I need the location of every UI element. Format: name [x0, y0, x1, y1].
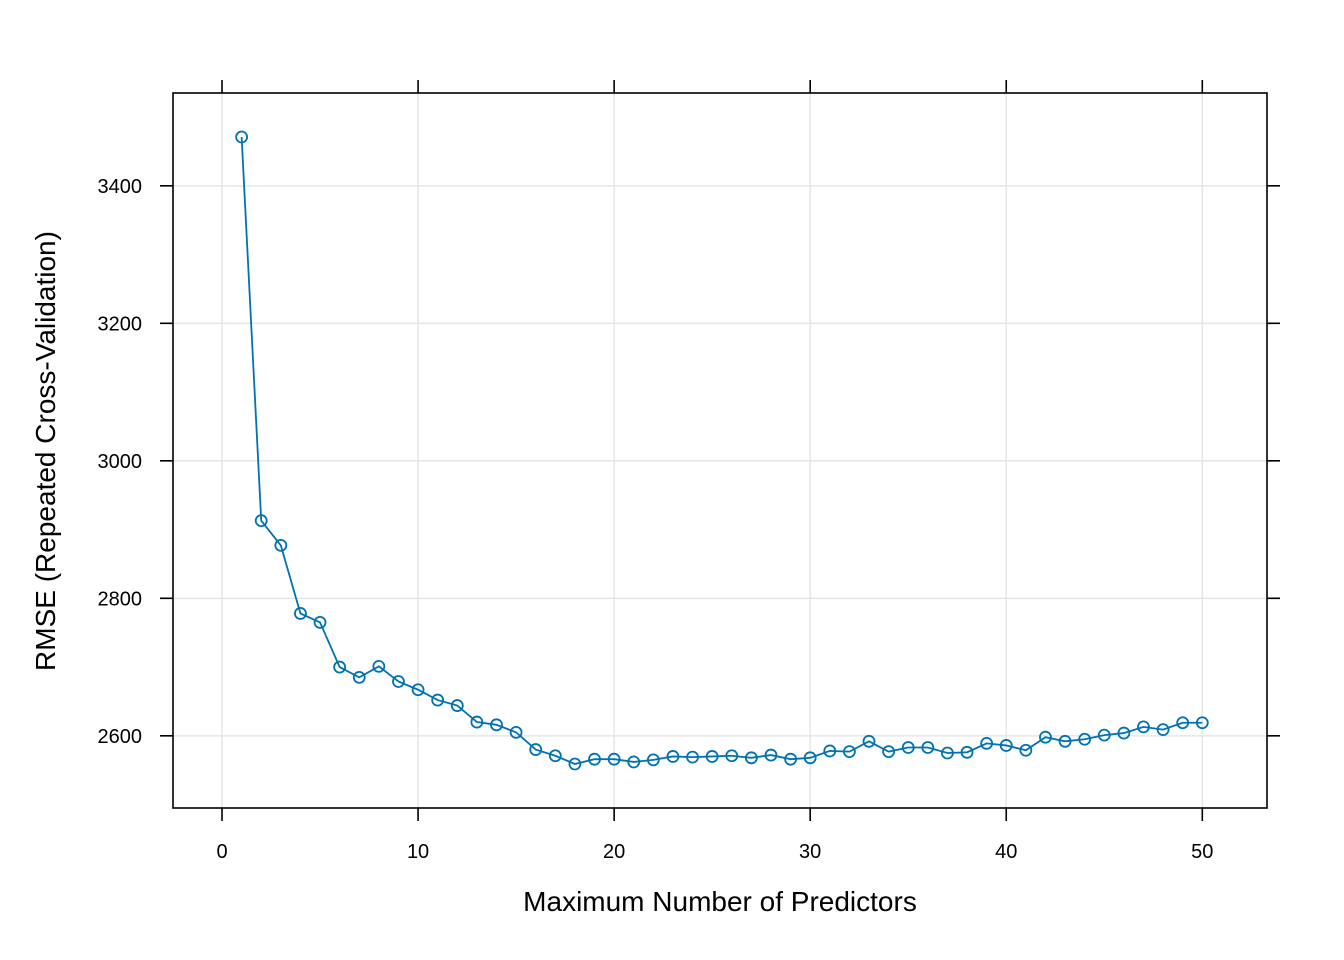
plot-frame — [172, 92, 1268, 809]
data-point — [823, 744, 837, 758]
data-point — [862, 734, 876, 748]
data-point — [1097, 728, 1111, 742]
data-series — [235, 130, 1209, 771]
x-tick-label: 20 — [603, 841, 625, 863]
x-tick-label: 10 — [407, 841, 429, 863]
data-point — [686, 750, 699, 764]
x-tick-label: 50 — [1191, 841, 1213, 863]
data-point — [1117, 726, 1131, 740]
axis-ticks: 0 10 20 30 40 50 2600 2800 3000 3200 3400 — [98, 80, 1280, 863]
data-point — [1176, 716, 1190, 730]
data-point — [803, 751, 817, 765]
grid-lines — [173, 93, 1267, 808]
data-point — [784, 752, 797, 766]
data-point — [1156, 723, 1170, 737]
data-point — [666, 750, 680, 763]
y-tick-label: 3200 — [98, 313, 143, 335]
data-point — [999, 739, 1013, 752]
data-point — [941, 746, 954, 760]
data-point — [882, 745, 896, 759]
data-point — [294, 607, 307, 620]
data-point — [960, 745, 974, 759]
data-point — [744, 751, 758, 765]
data-point — [1078, 732, 1092, 746]
data-point — [450, 699, 464, 712]
data-point — [842, 745, 856, 759]
data-point — [1019, 743, 1033, 757]
y-tick-label: 3000 — [98, 451, 143, 473]
data-point — [980, 736, 994, 750]
series-line — [240, 136, 1203, 765]
data-point — [1137, 720, 1150, 734]
data-point — [254, 514, 268, 528]
data-point — [646, 753, 660, 767]
data-point — [431, 693, 445, 707]
data-point — [333, 660, 347, 674]
data-point — [705, 750, 719, 763]
data-point — [372, 659, 386, 673]
data-point — [921, 741, 935, 754]
data-point — [411, 683, 425, 697]
data-point — [529, 743, 543, 756]
data-point — [274, 538, 288, 552]
data-point — [1058, 734, 1072, 748]
data-point — [901, 741, 915, 754]
y-tick-label: 3400 — [98, 176, 143, 198]
data-point — [313, 615, 327, 629]
data-point — [509, 725, 523, 739]
data-point — [1195, 716, 1209, 730]
x-tick-label: 30 — [799, 841, 821, 863]
data-point — [235, 130, 249, 144]
data-point — [1039, 730, 1052, 744]
data-point — [352, 670, 366, 684]
x-tick-label: 40 — [995, 841, 1017, 863]
x-axis-title: Maximum Number of Predictors — [523, 886, 917, 917]
data-point — [568, 757, 582, 771]
y-tick-label: 2600 — [98, 726, 143, 748]
y-axis-title: RMSE (Repeated Cross-Validation) — [30, 231, 61, 671]
data-point — [470, 715, 484, 729]
data-point — [392, 675, 405, 688]
data-point — [548, 749, 562, 763]
data-point — [588, 752, 601, 766]
data-point — [607, 752, 621, 766]
data-point — [627, 755, 641, 769]
data-point — [725, 749, 739, 763]
x-tick-label: 0 — [216, 841, 227, 863]
data-point — [490, 718, 503, 732]
y-tick-label: 2800 — [98, 588, 143, 610]
data-point — [764, 748, 778, 762]
